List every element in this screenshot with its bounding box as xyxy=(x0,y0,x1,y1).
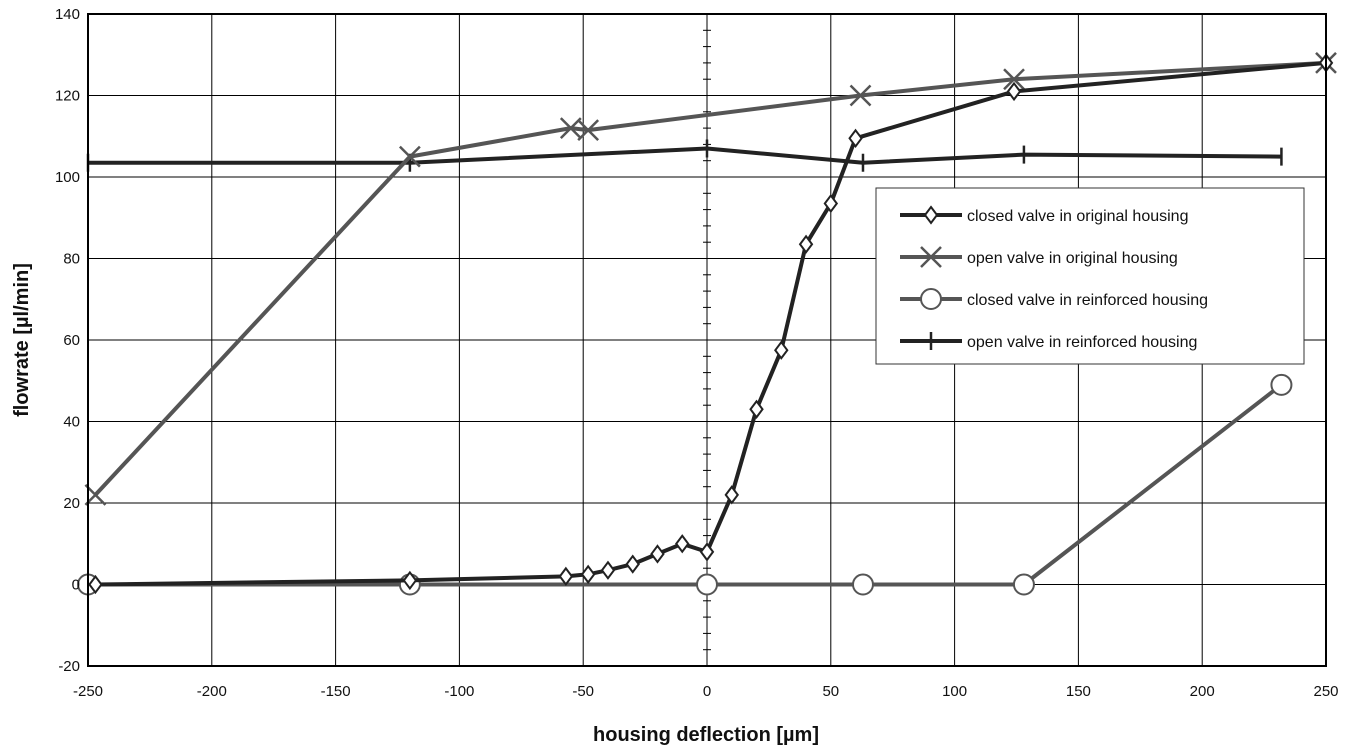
data-point xyxy=(1012,573,1035,596)
data-point xyxy=(650,544,665,564)
x-tick-label: 150 xyxy=(1066,683,1091,700)
x-tick-label: -250 xyxy=(73,683,103,700)
y-axis-minor-ticks xyxy=(703,13,711,667)
series-line xyxy=(88,383,1283,587)
data-point xyxy=(402,570,418,591)
series-group xyxy=(77,52,1337,596)
data-point xyxy=(848,128,863,148)
data-point xyxy=(558,566,574,587)
data-point xyxy=(1006,81,1022,102)
data-point xyxy=(674,534,690,554)
y-tick-label: 0 xyxy=(72,577,80,594)
y-tick-label: -20 xyxy=(58,658,80,675)
legend-item: closed valve in reinforced housing xyxy=(900,288,1208,310)
series-plus xyxy=(86,139,1283,172)
data-point xyxy=(600,560,616,580)
series-circle xyxy=(77,373,1293,596)
data-point xyxy=(823,193,839,214)
data-point xyxy=(1270,373,1293,396)
data-point xyxy=(696,573,718,596)
legend-marker xyxy=(920,246,942,268)
legend-label: open valve in reinforced housing xyxy=(967,334,1197,351)
data-point xyxy=(559,117,582,139)
legend-item: closed valve in original housing xyxy=(900,205,1188,225)
plot-frame xyxy=(87,13,1327,667)
data-point xyxy=(749,399,764,419)
data-point xyxy=(851,573,874,596)
data-point xyxy=(774,340,789,360)
x-tick-label: -150 xyxy=(321,683,351,700)
legend-item: open valve in reinforced housing xyxy=(900,332,1197,351)
y-tick-label: 140 xyxy=(55,6,80,23)
y-tick-label: 80 xyxy=(63,251,80,268)
y-tick-label: 40 xyxy=(63,414,80,431)
data-point xyxy=(88,574,103,595)
data-point xyxy=(577,119,600,142)
series-diamond xyxy=(88,53,1334,595)
tick-labels: -250 -200 -150 -100 -50 0 50 100 150 200 250-20020… xyxy=(55,6,1339,700)
legend-box xyxy=(875,187,1305,365)
x-tick-label: -100 xyxy=(444,683,474,700)
data-point xyxy=(699,542,715,562)
x-tick-label: 0 xyxy=(703,683,711,700)
series-line xyxy=(88,146,1282,165)
legend-marker xyxy=(920,288,942,310)
y-tick-label: 20 xyxy=(63,495,80,512)
y-tick-label: 120 xyxy=(55,88,80,105)
data-point xyxy=(625,554,640,574)
data-point xyxy=(1003,68,1025,91)
legend-label: closed valve in original housing xyxy=(967,208,1188,225)
legend-marker xyxy=(923,205,939,225)
x-tick-label: 50 xyxy=(822,683,839,700)
data-point xyxy=(398,145,421,168)
data-point xyxy=(580,564,596,584)
x-tick-label: -200 xyxy=(197,683,227,700)
x-axis-title: housing deflection [µm] xyxy=(593,724,819,746)
x-tick-label: 100 xyxy=(942,683,967,700)
legend: closed valve in original housing open val… xyxy=(875,187,1305,365)
x-tick-label: 200 xyxy=(1190,683,1215,700)
y-tick-label: 60 xyxy=(63,332,80,349)
x-tick-label: 250 xyxy=(1313,683,1338,700)
data-point xyxy=(798,234,814,254)
data-point xyxy=(849,84,872,107)
legend-label: open valve in original housing xyxy=(967,250,1178,267)
y-axis-title: flowrate [µl/min] xyxy=(11,263,33,417)
y-tick-label: 100 xyxy=(55,169,80,186)
legend-item: open valve in original housing xyxy=(900,246,1178,268)
x-tick-label: -50 xyxy=(572,683,594,700)
data-point xyxy=(724,485,740,505)
legend-label: closed valve in reinforced housing xyxy=(967,292,1208,309)
